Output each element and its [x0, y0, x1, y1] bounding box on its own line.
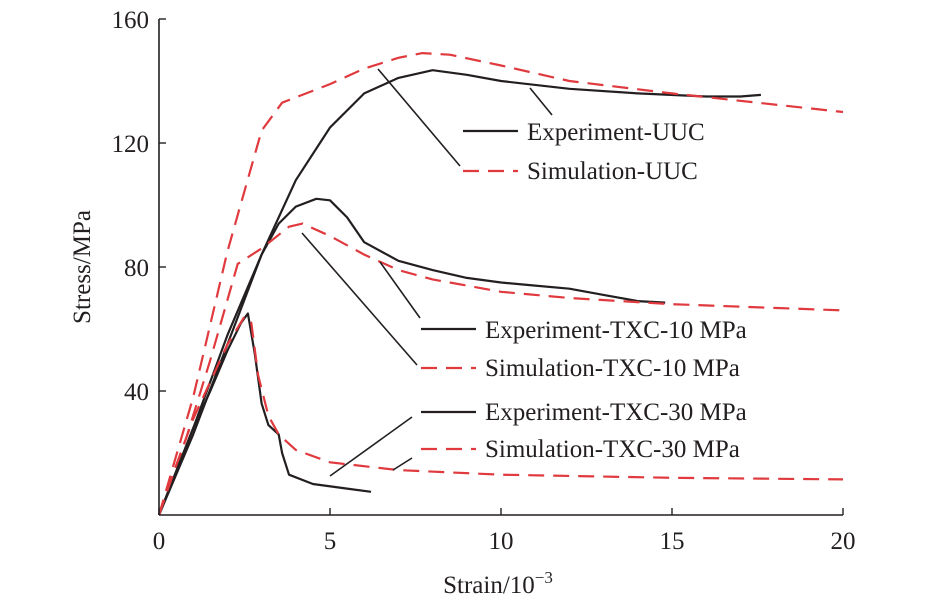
y-tick-label-1: 80: [124, 255, 149, 282]
leader-experiment-txc10-a: [301, 232, 418, 366]
leader-experiment-txc30-b: [392, 457, 413, 471]
ticks-layer: 0 5 10 15 20 40 80 120 160: [112, 7, 856, 555]
leader-experiment-txc10-b: [379, 261, 421, 319]
x-tick-label-4: 20: [831, 528, 856, 555]
x-axis-title: Strain/10−3: [443, 568, 553, 599]
leader-experiment-txc30-a: [329, 416, 413, 477]
y-tick-label-0: 40: [124, 379, 149, 406]
leader-experiment-uuc-a: [377, 68, 461, 167]
series-line-experiment-txc-30-mpa: [157, 312, 372, 516]
y-axis-title: Stress/MPa: [69, 210, 96, 324]
y-tick-label-2: 120: [112, 131, 150, 158]
legend-label-simulation-txc10: Simulation-TXC-10 MPa: [485, 355, 740, 382]
series-line-simulation-uuc: [157, 51, 844, 516]
legend: Experiment-UUC Simulation-UUC Experiment…: [421, 119, 747, 463]
series-layer: [157, 51, 844, 516]
x-axis-title-exponent: −3: [535, 568, 553, 587]
series-line-experiment-txc-10-mpa: [157, 197, 666, 516]
y-tick-label-3: 160: [112, 7, 150, 34]
legend-label-simulation-txc30: Simulation-TXC-30 MPa: [485, 436, 740, 463]
legend-label-experiment-uuc: Experiment-UUC: [527, 119, 705, 146]
legend-label-simulation-uuc: Simulation-UUC: [527, 158, 698, 185]
x-tick-label-1: 5: [324, 528, 337, 555]
leader-experiment-uuc-b: [529, 87, 553, 116]
legend-label-experiment-txc30: Experiment-TXC-30 MPa: [485, 399, 747, 426]
legend-leaders: [301, 68, 553, 477]
x-axis-title-base: Strain/10: [443, 572, 535, 599]
x-tick-label-2: 10: [489, 528, 514, 555]
x-tick-label-3: 15: [660, 528, 685, 555]
series-line-experiment-uuc: [157, 69, 761, 516]
legend-label-experiment-txc10: Experiment-TXC-10 MPa: [485, 317, 747, 344]
x-tick-label-0: 0: [153, 528, 166, 555]
